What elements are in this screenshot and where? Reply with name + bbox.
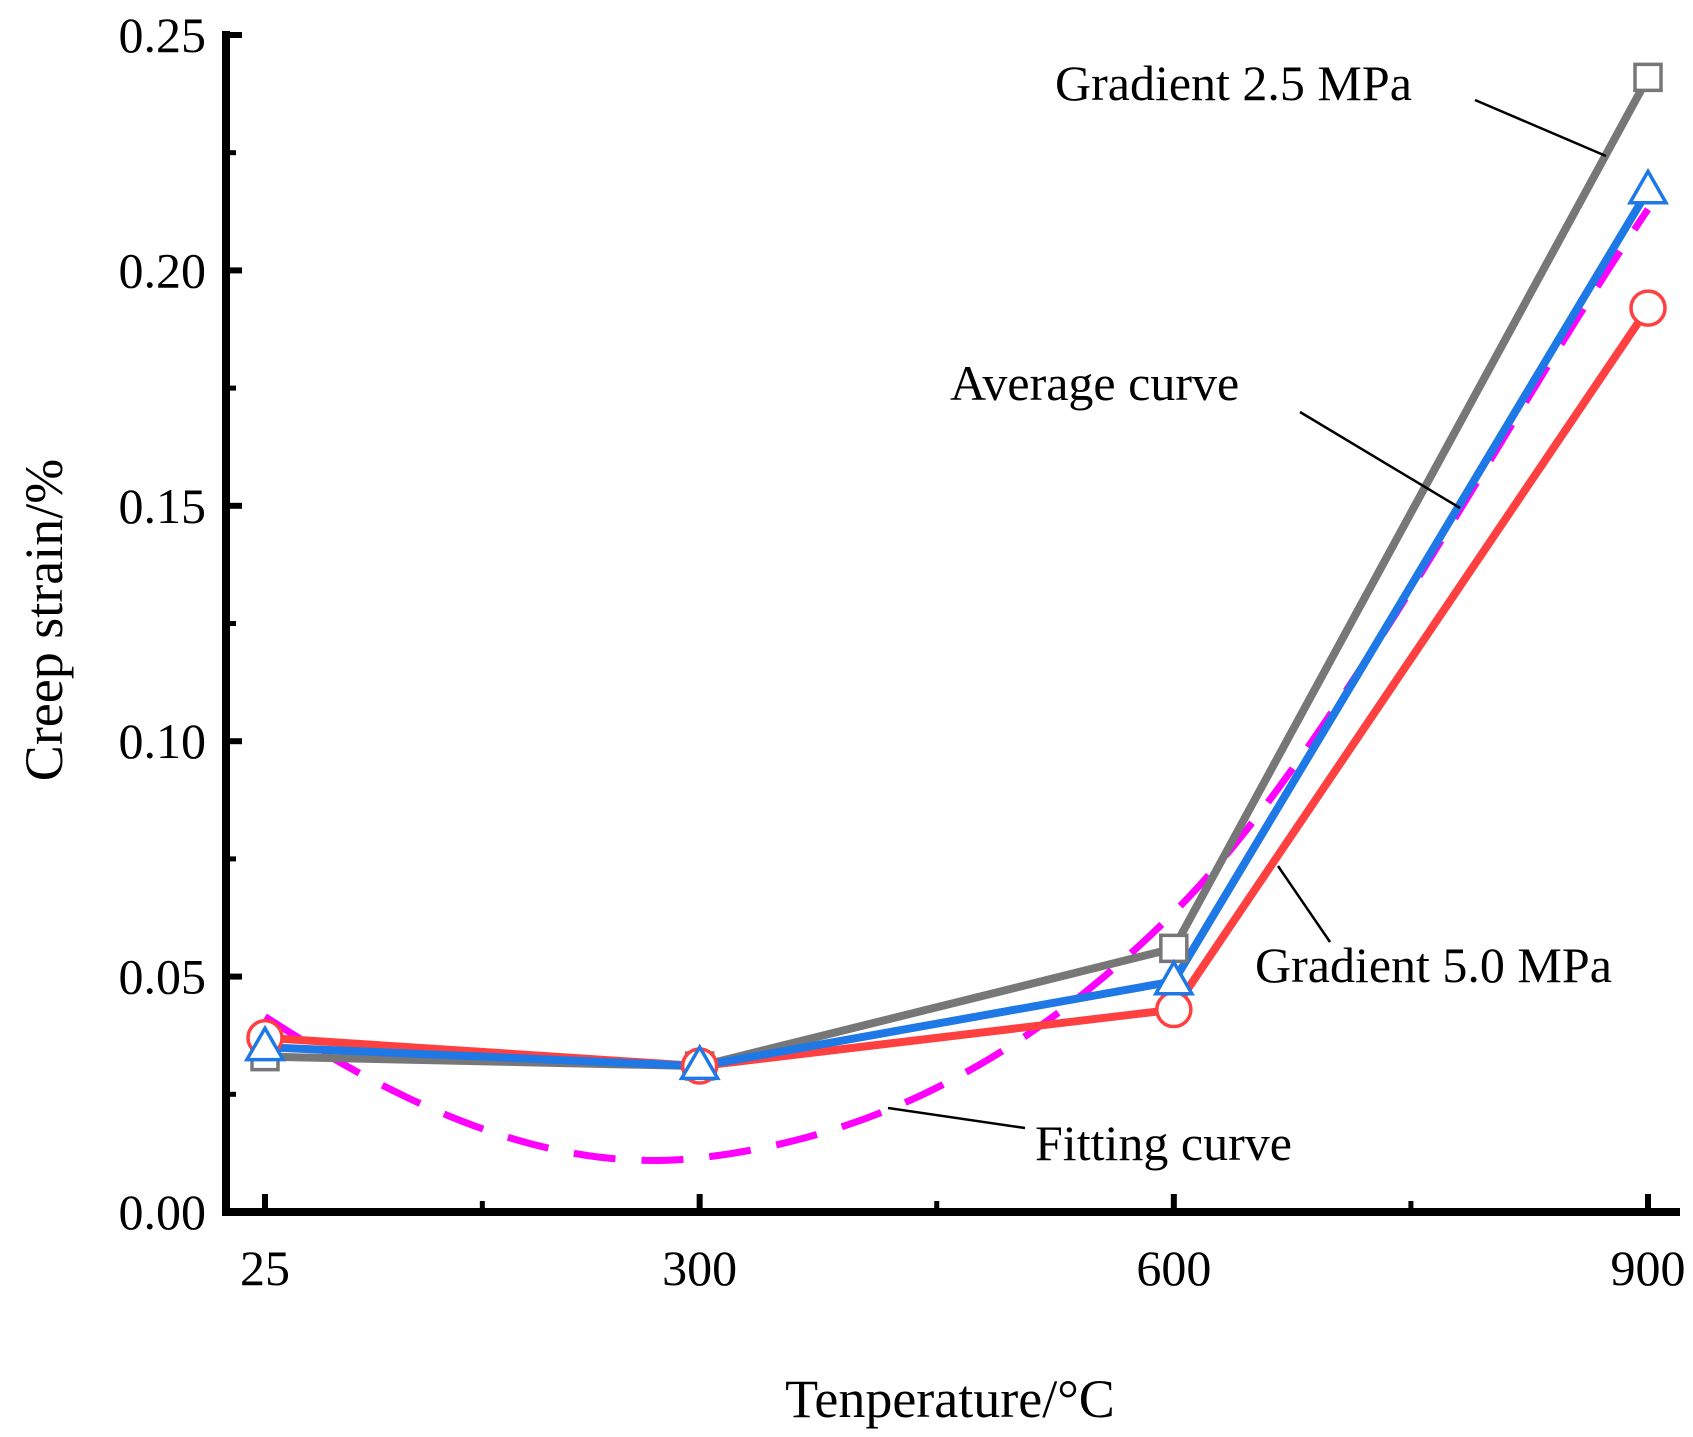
annotation-label-gradient-5-0-mpa: Gradient 5.0 MPa xyxy=(1255,937,1612,993)
marker-average-curve-900 xyxy=(1626,167,1670,205)
annotation-label-average-curve: Average curve xyxy=(950,355,1239,411)
y-tick-label: 0.15 xyxy=(119,478,207,534)
marker-gradient-2-5-mpa-900 xyxy=(1633,62,1663,93)
marker-average-curve-600 xyxy=(1152,958,1195,996)
y-tick-label: 0.05 xyxy=(119,949,207,1005)
y-tick-label: 0.25 xyxy=(119,7,207,63)
annotation-leader-fitting-curve xyxy=(887,1106,1026,1130)
marker-average-curve-25 xyxy=(243,1024,287,1062)
y-tick-label: 0.10 xyxy=(119,713,207,769)
annotation-leader-average-curve xyxy=(1299,410,1461,510)
y-axis-title: Creep strain/% xyxy=(14,459,74,781)
x-axis-title: Tenperature/°C xyxy=(785,1369,1115,1429)
y-tick-label: 0.20 xyxy=(119,242,207,298)
series-layer xyxy=(243,62,1670,1165)
annotation-layer: Gradient 2.5 MPa Average curve Gradient 5.… xyxy=(887,55,1612,1171)
series-line-gradient-2-5-mpa xyxy=(264,75,1652,1071)
x-tick-label: 300 xyxy=(662,1240,737,1296)
marker-gradient-5-0-mpa-900 xyxy=(1629,289,1667,327)
x-tick-label: 25 xyxy=(240,1240,290,1296)
annotation-label-fitting-curve: Fitting curve xyxy=(1035,1115,1292,1171)
x-tick-label: 600 xyxy=(1136,1240,1211,1296)
annotation-leader-gradient-5-0-mpa xyxy=(1276,865,1332,943)
series-line-average-curve xyxy=(264,188,1652,1071)
annotation-label-gradient-2-5-mpa: Gradient 2.5 MPa xyxy=(1055,55,1412,111)
series-line-gradient-5-0-mpa xyxy=(264,305,1652,1071)
marker-average-curve-300 xyxy=(678,1043,721,1081)
marker-gradient-2-5-mpa-600 xyxy=(1159,933,1189,964)
marker-gradient-5-0-mpa-600 xyxy=(1155,990,1193,1029)
x-tick-label: 900 xyxy=(1611,1240,1686,1296)
axes: 0.00 0.05 0.10 0.15 0.20 0.25 25 300 600 900 xyxy=(119,7,1686,1296)
y-tick-label: 0.00 xyxy=(119,1184,207,1240)
annotation-leader-gradient-2-5-mpa xyxy=(1474,98,1607,158)
